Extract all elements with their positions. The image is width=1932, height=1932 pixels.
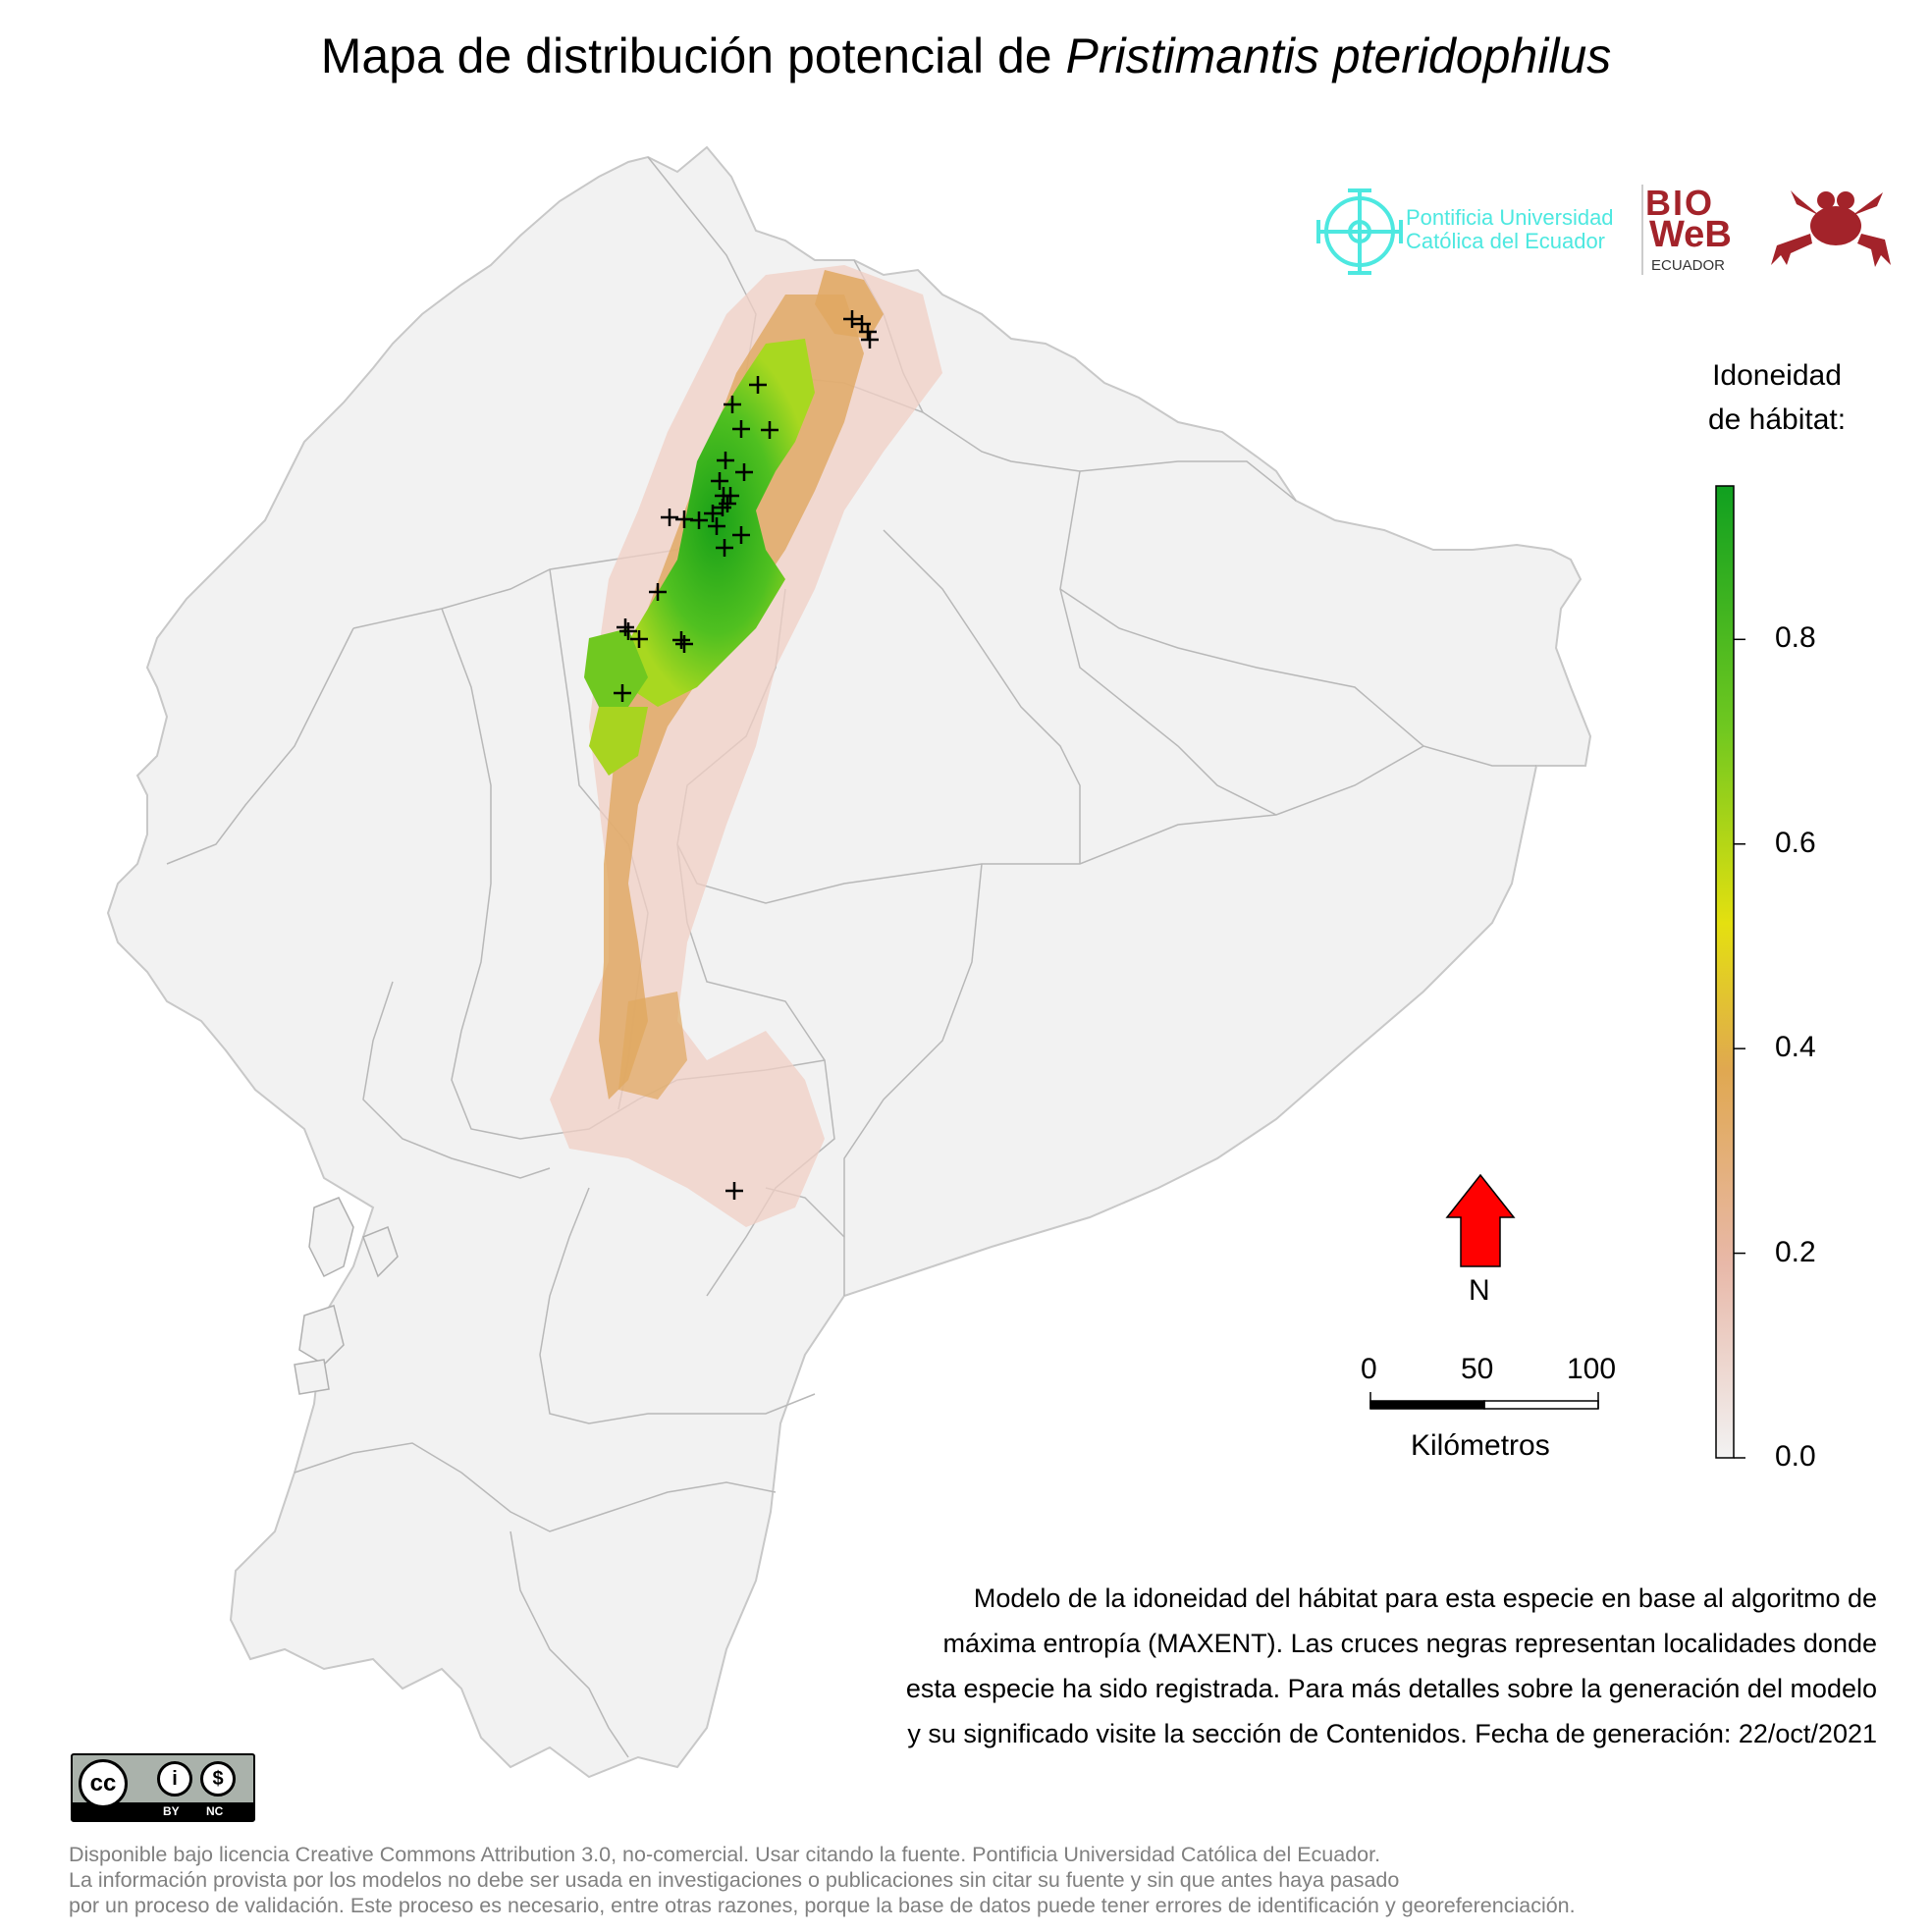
occurrence-cross (649, 583, 667, 601)
noncommercial-icon: $ (200, 1761, 236, 1797)
occurrence-cross (630, 630, 648, 648)
legend-title-line1: Idoneidad (1712, 359, 1842, 392)
occurrence-cross (704, 505, 722, 522)
cc-nc-label: NC (206, 1804, 224, 1818)
bioweb-frog-logo (1767, 187, 1895, 280)
occurrence-cross (859, 323, 877, 341)
occurrence-cross (732, 526, 750, 544)
caption-line-1: Modelo de la idoneidad del hábitat para … (973, 1583, 1877, 1613)
country-shape (106, 145, 1592, 1779)
occurrence-cross (843, 310, 861, 328)
occurrence-cross (714, 499, 731, 516)
license-line-1: Disponible bajo licencia Creative Common… (69, 1843, 1381, 1866)
puce-logo (1311, 187, 1409, 282)
occurrence-cross (761, 421, 778, 439)
legend-title-line2: de hábitat: (1707, 403, 1847, 436)
legend-tick-label: 0.8 (1775, 621, 1816, 655)
scale-label-50: 50 (1461, 1353, 1494, 1385)
puce-name-line1: Pontificia Universidad (1406, 205, 1614, 230)
occurrence-cross (661, 509, 678, 526)
license-line-2: La información provista por los modelos … (69, 1868, 1400, 1892)
bioweb-mid: WeB (1649, 214, 1732, 255)
occurrence-cross (724, 396, 741, 413)
occurrence-cross (675, 510, 693, 528)
occurrence-cross (749, 376, 767, 394)
species-name: Pristimantis pteridophilus (1065, 28, 1612, 83)
occurrence-cross (672, 631, 690, 649)
license-text: Disponible bajo licencia Creative Common… (69, 1842, 1914, 1918)
license-line-3: por un proceso de validación. Este proce… (69, 1894, 1576, 1917)
occurrence-cross (617, 618, 634, 636)
occurrence-cross (735, 463, 753, 481)
map-title: Mapa de distribución potencial de Pristi… (0, 27, 1932, 84)
legend-tick-label: 0.0 (1775, 1440, 1816, 1473)
scale-bar (1369, 1392, 1599, 1410)
occurrence-cross (716, 539, 733, 557)
scale-label-100: 100 (1567, 1353, 1617, 1385)
cc-icon: cc (79, 1759, 128, 1808)
caption-line-3: esta especie ha sido registrada. Para má… (905, 1674, 1877, 1703)
puce-emblem-icon (1316, 188, 1403, 275)
legend-tick-label: 0.6 (1775, 826, 1816, 859)
logo-divider (1641, 185, 1643, 275)
puce-name-line2: Católica del Ecuador (1406, 229, 1606, 253)
occurrence-cross (717, 452, 734, 469)
scale-label-0: 0 (1361, 1353, 1377, 1385)
caption-line-2: máxima entropía (MAXENT). Las cruces neg… (942, 1629, 1877, 1658)
occurrence-cross (619, 622, 637, 640)
model-caption: Modelo de la idoneidad del hábitat para … (746, 1576, 1877, 1756)
legend-tick-label: 0.4 (1775, 1031, 1816, 1064)
legend-tick-label: 0.2 (1775, 1235, 1816, 1268)
occurrence-cross (708, 517, 725, 535)
bioweb-top: BIO (1645, 183, 1715, 223)
north-arrow (1445, 1173, 1516, 1267)
north-label: N (1469, 1274, 1490, 1307)
cc-by-label: BY (163, 1804, 180, 1818)
occurrence-cross (614, 684, 631, 702)
title-prefix: Mapa de distribución potencial de (320, 28, 1066, 83)
occurrence-cross (732, 420, 750, 438)
occurrence-markers (614, 310, 879, 1200)
cc-license-badge[interactable]: cc i $ BY NC (71, 1753, 255, 1822)
occurrence-cross (861, 331, 879, 349)
caption-line-4: y su significado visite la sección de Co… (907, 1719, 1877, 1748)
attribution-icon: i (157, 1761, 192, 1797)
occurrence-cross (711, 472, 728, 490)
occurrence-cross (725, 1182, 743, 1200)
bioweb-bottom: ECUADOR (1651, 257, 1726, 274)
occurrence-cross (675, 635, 693, 653)
frog-icon (1771, 190, 1891, 267)
coastal-islands (294, 1197, 399, 1395)
occurrence-cross (722, 487, 739, 505)
legend-colorbar (1715, 485, 1745, 1459)
scale-unit: Kilómetros (1411, 1429, 1550, 1462)
